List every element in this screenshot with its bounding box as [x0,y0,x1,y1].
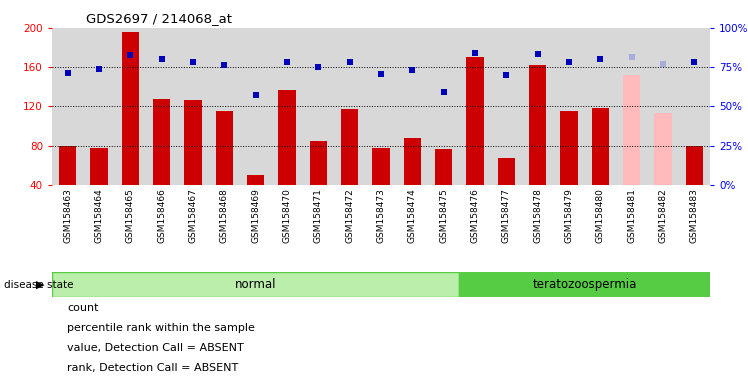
Point [343,59,355,65]
Point [93,66,105,72]
Bar [616,28,647,185]
Bar [428,28,459,185]
Bar [83,28,114,185]
Text: normal: normal [235,278,277,291]
Text: rank, Detection Call = ABSENT: rank, Detection Call = ABSENT [67,363,239,373]
Bar [146,28,177,185]
Bar [240,28,272,185]
Bar [497,157,515,185]
Point [688,59,700,65]
Bar [396,28,428,185]
Bar [341,109,358,185]
Bar [491,28,522,185]
Text: ▶: ▶ [36,280,45,290]
Bar [185,99,202,185]
Bar [209,28,240,185]
Bar [114,28,146,185]
Bar [678,28,710,185]
Bar [310,141,327,185]
Point [156,56,168,63]
Bar [459,272,710,297]
Point [218,62,230,68]
Point [595,56,607,63]
Point [563,59,575,65]
Bar [247,175,264,185]
Bar [122,32,139,185]
Bar [177,28,209,185]
Bar [334,28,365,185]
Bar [435,149,453,185]
Bar [278,90,295,185]
Point [313,64,325,70]
Bar [647,28,678,185]
Bar [52,272,459,297]
Text: value, Detection Call = ABSENT: value, Detection Call = ABSENT [67,343,244,353]
Bar [529,65,546,185]
Point [469,50,481,56]
Text: teratozoospermia: teratozoospermia [533,278,637,291]
Text: percentile rank within the sample: percentile rank within the sample [67,323,255,333]
Bar [459,28,491,185]
Point [61,70,73,76]
Bar [52,28,83,185]
Bar [592,108,609,185]
Text: disease state: disease state [4,280,73,290]
Bar [560,111,577,185]
Bar [365,28,396,185]
Bar [623,75,640,185]
Bar [373,148,390,185]
Point [625,55,637,61]
Point [532,51,544,58]
Point [187,59,199,65]
Point [124,52,136,58]
Point [406,67,418,73]
Bar [404,138,421,185]
Bar [153,99,171,185]
Bar [554,28,585,185]
Point [438,89,450,95]
Point [657,61,669,67]
Bar [272,28,303,185]
Bar [215,111,233,185]
Bar [467,58,484,185]
Bar [59,146,76,185]
Text: GDS2697 / 214068_at: GDS2697 / 214068_at [85,12,232,25]
Bar [585,28,616,185]
Bar [303,28,334,185]
Point [281,59,293,65]
Point [375,71,387,77]
Text: count: count [67,303,99,313]
Point [500,72,512,78]
Bar [522,28,554,185]
Bar [91,148,108,185]
Bar [686,146,703,185]
Point [250,92,262,98]
Bar [654,113,672,185]
